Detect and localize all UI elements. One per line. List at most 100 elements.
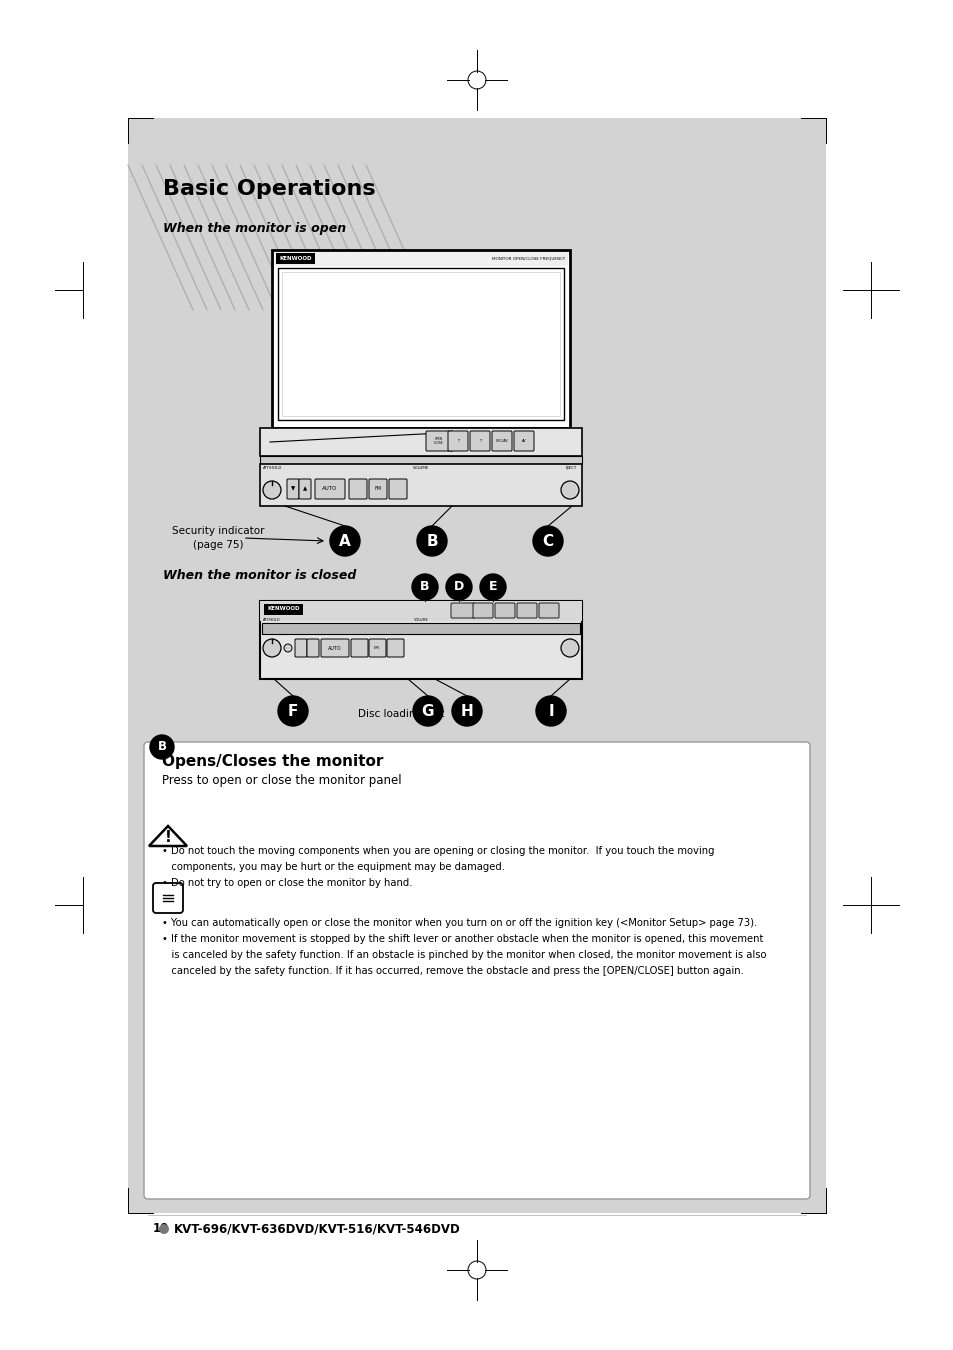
Circle shape bbox=[284, 644, 292, 652]
Text: AUTO: AUTO bbox=[322, 486, 337, 491]
Text: I: I bbox=[548, 703, 554, 718]
FancyBboxPatch shape bbox=[277, 269, 563, 420]
FancyBboxPatch shape bbox=[369, 479, 387, 500]
Text: Basic Operations: Basic Operations bbox=[163, 180, 375, 198]
Text: KENWOOD: KENWOOD bbox=[279, 255, 312, 261]
FancyBboxPatch shape bbox=[369, 639, 386, 657]
FancyBboxPatch shape bbox=[260, 601, 581, 621]
Text: When the monitor is closed: When the monitor is closed bbox=[163, 568, 356, 582]
Text: • You can automatically open or close the monitor when you turn on or off the ig: • You can automatically open or close th… bbox=[162, 918, 757, 927]
FancyBboxPatch shape bbox=[272, 250, 569, 428]
Circle shape bbox=[413, 697, 442, 726]
Circle shape bbox=[277, 697, 308, 726]
Text: canceled by the safety function. If it has occurred, remove the obstacle and pre: canceled by the safety function. If it h… bbox=[162, 967, 743, 976]
FancyBboxPatch shape bbox=[287, 479, 298, 500]
FancyBboxPatch shape bbox=[426, 431, 453, 451]
Text: FM: FM bbox=[374, 647, 379, 649]
Text: KENWOOD: KENWOOD bbox=[268, 606, 300, 612]
Text: ▲: ▲ bbox=[302, 486, 307, 491]
Text: E: E bbox=[488, 580, 497, 594]
FancyBboxPatch shape bbox=[451, 603, 475, 618]
Text: VOLUME: VOLUME bbox=[413, 466, 429, 470]
FancyBboxPatch shape bbox=[514, 431, 534, 451]
FancyBboxPatch shape bbox=[294, 639, 307, 657]
Circle shape bbox=[150, 734, 173, 759]
Text: A: A bbox=[338, 533, 351, 548]
FancyBboxPatch shape bbox=[282, 271, 559, 416]
FancyBboxPatch shape bbox=[307, 639, 318, 657]
Text: T: T bbox=[456, 439, 458, 443]
FancyBboxPatch shape bbox=[351, 639, 368, 657]
FancyBboxPatch shape bbox=[320, 639, 349, 657]
Circle shape bbox=[479, 574, 505, 599]
Text: is canceled by the safety function. If an obstacle is pinched by the monitor whe: is canceled by the safety function. If a… bbox=[162, 950, 765, 960]
Text: ▼: ▼ bbox=[291, 486, 294, 491]
Circle shape bbox=[416, 526, 447, 556]
FancyBboxPatch shape bbox=[262, 622, 579, 634]
Text: SRC/AV: SRC/AV bbox=[496, 439, 508, 443]
Text: B: B bbox=[426, 533, 437, 548]
Text: OPEN
CLOSE: OPEN CLOSE bbox=[434, 437, 443, 446]
Text: T: T bbox=[478, 439, 480, 443]
Text: AV: AV bbox=[521, 439, 526, 443]
Circle shape bbox=[446, 574, 472, 599]
Text: • Do not touch the moving components when you are opening or closing the monitor: • Do not touch the moving components whe… bbox=[162, 846, 714, 856]
Circle shape bbox=[536, 697, 565, 726]
Text: ATT/HOLD: ATT/HOLD bbox=[263, 618, 280, 622]
Circle shape bbox=[159, 1224, 169, 1234]
FancyBboxPatch shape bbox=[473, 603, 493, 618]
FancyBboxPatch shape bbox=[517, 603, 537, 618]
FancyBboxPatch shape bbox=[274, 252, 567, 266]
Circle shape bbox=[330, 526, 359, 556]
FancyBboxPatch shape bbox=[538, 603, 558, 618]
Text: G: G bbox=[421, 703, 434, 718]
Text: When the monitor is open: When the monitor is open bbox=[163, 221, 346, 235]
FancyBboxPatch shape bbox=[260, 456, 581, 464]
FancyBboxPatch shape bbox=[389, 479, 407, 500]
FancyBboxPatch shape bbox=[495, 603, 515, 618]
FancyBboxPatch shape bbox=[264, 603, 303, 614]
Text: B: B bbox=[420, 580, 429, 594]
Text: Press to open or close the monitor panel: Press to open or close the monitor panel bbox=[162, 774, 401, 787]
Text: !: ! bbox=[164, 830, 172, 845]
Circle shape bbox=[412, 574, 437, 599]
Text: EJECT: EJECT bbox=[565, 466, 577, 470]
Text: F: F bbox=[288, 703, 298, 718]
Text: • If the monitor movement is stopped by the shift lever or another obstacle when: • If the monitor movement is stopped by … bbox=[162, 934, 762, 944]
Text: B: B bbox=[157, 741, 167, 753]
Text: AUTO: AUTO bbox=[328, 645, 341, 651]
Circle shape bbox=[533, 526, 562, 556]
Circle shape bbox=[560, 639, 578, 657]
Text: MONITOR OPEN/CLOSE FREQUENCY: MONITOR OPEN/CLOSE FREQUENCY bbox=[491, 256, 564, 261]
Text: components, you may be hurt or the equipment may be damaged.: components, you may be hurt or the equip… bbox=[162, 863, 504, 872]
FancyBboxPatch shape bbox=[470, 431, 490, 451]
Text: VOLUME: VOLUME bbox=[414, 618, 428, 622]
Text: Security indicator: Security indicator bbox=[172, 526, 264, 536]
Circle shape bbox=[263, 639, 281, 657]
Text: H: H bbox=[460, 703, 473, 718]
Text: 10: 10 bbox=[152, 1223, 169, 1235]
Text: Opens/Closes the monitor: Opens/Closes the monitor bbox=[162, 755, 383, 770]
FancyBboxPatch shape bbox=[349, 479, 367, 500]
FancyBboxPatch shape bbox=[298, 479, 311, 500]
FancyBboxPatch shape bbox=[260, 428, 581, 456]
Circle shape bbox=[263, 481, 281, 500]
Circle shape bbox=[452, 697, 481, 726]
Text: • Do not try to open or close the monitor by hand.: • Do not try to open or close the monito… bbox=[162, 878, 412, 888]
Text: Disc loading slot: Disc loading slot bbox=[357, 709, 444, 720]
Text: ATT/HOLD: ATT/HOLD bbox=[263, 466, 282, 470]
Text: C: C bbox=[542, 533, 553, 548]
Text: (page 75): (page 75) bbox=[193, 540, 243, 549]
FancyBboxPatch shape bbox=[492, 431, 512, 451]
Circle shape bbox=[560, 481, 578, 500]
FancyBboxPatch shape bbox=[128, 117, 825, 1214]
Text: D: D bbox=[454, 580, 464, 594]
FancyBboxPatch shape bbox=[448, 431, 468, 451]
FancyBboxPatch shape bbox=[387, 639, 403, 657]
FancyBboxPatch shape bbox=[314, 479, 345, 500]
FancyBboxPatch shape bbox=[144, 743, 809, 1199]
Text: FM: FM bbox=[375, 486, 381, 491]
FancyBboxPatch shape bbox=[276, 252, 315, 263]
Text: KVT-696/KVT-636DVD/KVT-516/KVT-546DVD: KVT-696/KVT-636DVD/KVT-516/KVT-546DVD bbox=[173, 1223, 460, 1235]
FancyBboxPatch shape bbox=[260, 464, 581, 506]
